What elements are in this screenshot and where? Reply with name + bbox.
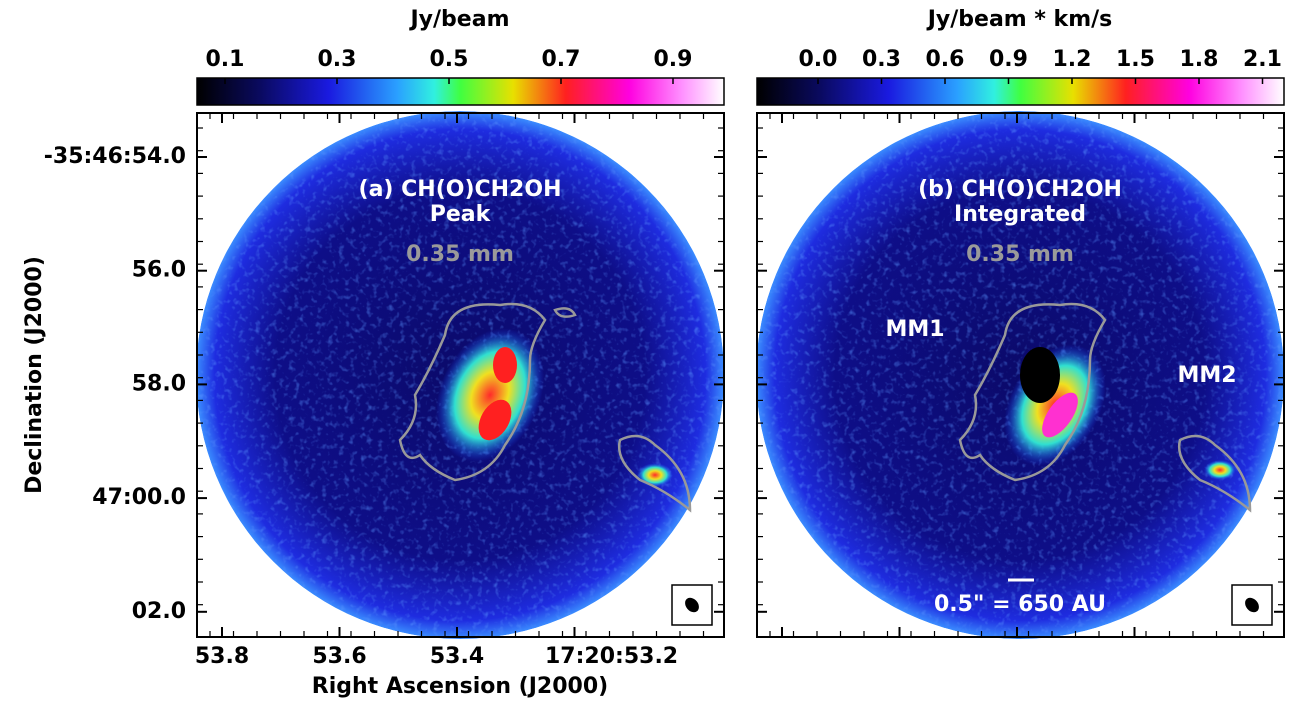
- contour: [958, 302, 1252, 513]
- colorbar-tick-label: 1.2: [1053, 47, 1092, 72]
- image: [196, 111, 724, 639]
- panel-title: (b) CH(O)CH2OH: [918, 177, 1122, 202]
- colorbar-tick-label: 0.1: [206, 47, 245, 72]
- image: [756, 111, 1284, 639]
- frame: [196, 112, 725, 638]
- x-tick-label: 53.6: [312, 644, 366, 669]
- wavelength: 0.35 mm: [406, 242, 514, 267]
- wavelength: 0.35 mm: [966, 242, 1074, 267]
- colorbar-tick-label: 0.6: [926, 47, 965, 72]
- x-axis-label: Right Ascension (J2000): [312, 674, 608, 699]
- x-tick-label: 17:20:53.2: [545, 644, 678, 669]
- colorbar-tick-label: 1.8: [1180, 47, 1219, 72]
- y-tick-label: 58.0: [132, 371, 186, 396]
- colorbar-tick-label: 0.0: [799, 47, 838, 72]
- colorbar-label: Jy/beam: [409, 7, 510, 32]
- colorbar-tick-label: 0.7: [542, 47, 581, 72]
- source-label: MM2: [1177, 363, 1236, 388]
- y-tick-label: 02.0: [132, 599, 186, 624]
- panel-title: (a) CH(O)CH2OH: [359, 177, 562, 202]
- colorbar-tick-label: 2.1: [1243, 47, 1282, 72]
- beam: [1245, 597, 1259, 613]
- colorbar: [756, 77, 1285, 106]
- source-label: MM1: [885, 317, 944, 342]
- colorbar-tick-label: 0.3: [318, 47, 357, 72]
- colorbar: [196, 77, 725, 106]
- colorbar-tick-label: 0.5: [430, 47, 469, 72]
- colorbar-tick-label: 0.3: [862, 47, 901, 72]
- y-axis-label: Declination (J2000): [22, 256, 47, 494]
- y-tick-label: -35:46:54.0: [44, 144, 186, 169]
- scale-bar-label: 0.5" = 650 AU: [934, 592, 1106, 617]
- panel-subtitle: Peak: [430, 202, 492, 227]
- x-tick-label: 53.4: [430, 644, 484, 669]
- colorbar-label: Jy/beam * km/s: [926, 7, 1113, 32]
- colorbar-tick-label: 0.9: [989, 47, 1028, 72]
- y-tick-label: 56.0: [132, 258, 186, 283]
- beam: [685, 597, 699, 613]
- contour: [398, 302, 692, 513]
- panel-subtitle: Integrated: [954, 202, 1086, 227]
- colorbar-tick-label: 0.9: [654, 47, 693, 72]
- frame: [756, 112, 1285, 638]
- colorbar-tick-label: 1.5: [1116, 47, 1155, 72]
- x-tick-label: 53.8: [195, 644, 249, 669]
- y-tick-label: 47:00.0: [92, 485, 186, 510]
